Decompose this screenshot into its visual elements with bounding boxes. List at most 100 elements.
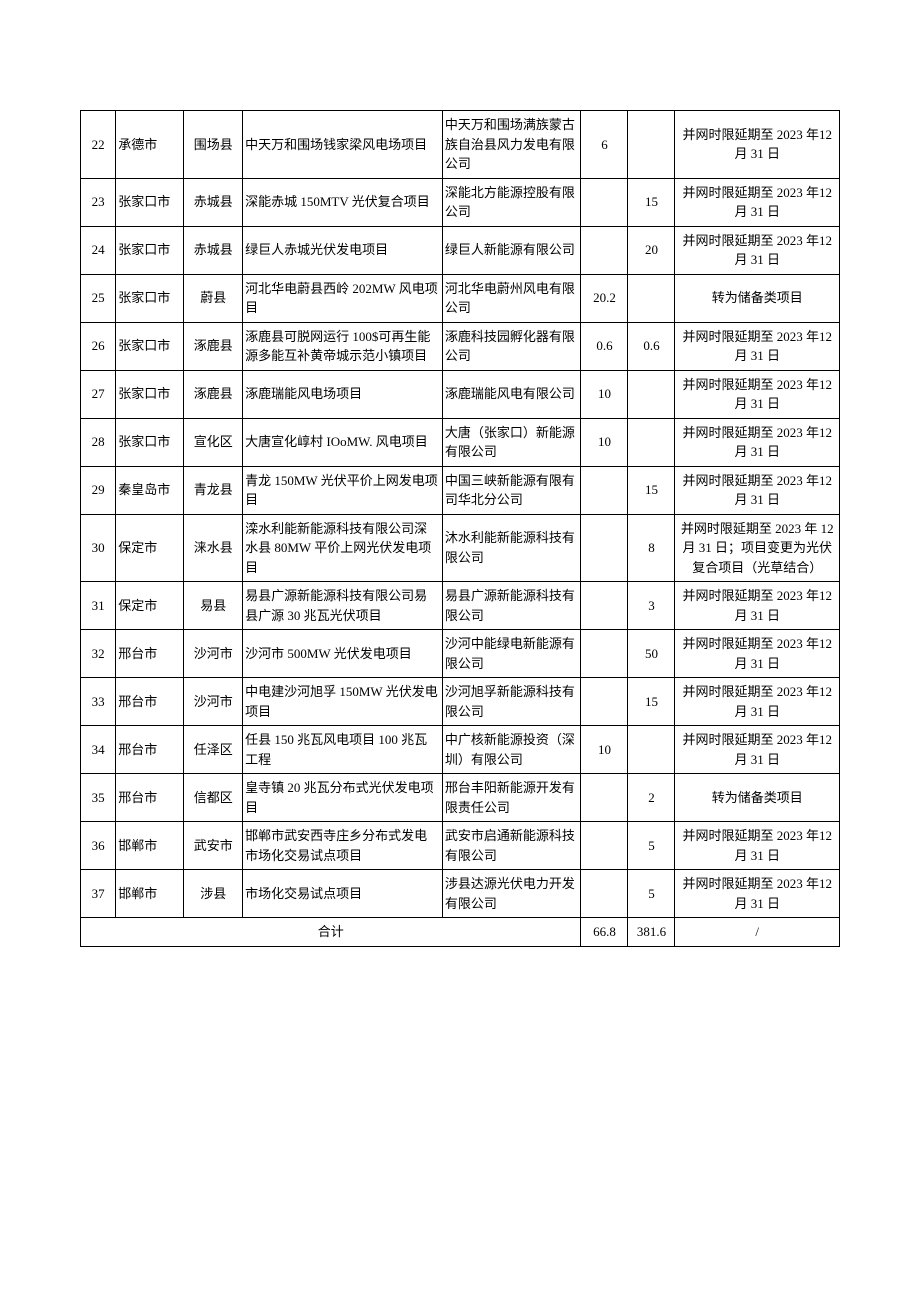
cell-company: 中广核新能源投资（深圳）有限公司 [442, 726, 581, 774]
cell-project: 邯郸市武安西寺庄乡分布式发电市场化交易试点项目 [243, 822, 443, 870]
cell-project: 青龙 150MW 光伏平价上网发电项目 [243, 466, 443, 514]
cell-remark: 并网时限延期至 2023 年12 月 31 日 [675, 582, 840, 630]
cell-index: 37 [81, 870, 116, 918]
cell-county: 涉县 [184, 870, 243, 918]
cell-value-2: 3 [628, 582, 675, 630]
cell-city: 张家口市 [116, 322, 184, 370]
cell-index: 25 [81, 274, 116, 322]
table-row: 30保定市涞水县滦水利能新能源科技有限公司深水县 80MW 平价上网光伏发电项目… [81, 514, 840, 582]
cell-project: 中天万和围场钱家梁风电场项目 [243, 111, 443, 179]
cell-county: 任泽区 [184, 726, 243, 774]
cell-value-2 [628, 726, 675, 774]
cell-project: 中电建沙河旭孚 150MW 光伏发电项目 [243, 678, 443, 726]
table-row: 27张家口市涿鹿县涿鹿瑞能风电场项目涿鹿瑞能风电有限公司10并网时限延期至 20… [81, 370, 840, 418]
cell-county: 易县 [184, 582, 243, 630]
cell-value-1 [581, 514, 628, 582]
cell-county: 武安市 [184, 822, 243, 870]
cell-county: 赤城县 [184, 226, 243, 274]
cell-index: 30 [81, 514, 116, 582]
cell-remark: 并网时限延期至 2023 年12 月 31 日 [675, 726, 840, 774]
cell-county: 蔚县 [184, 274, 243, 322]
cell-project: 沙河市 500MW 光伏发电项目 [243, 630, 443, 678]
cell-county: 青龙县 [184, 466, 243, 514]
table-total-row: 合计66.8381.6/ [81, 918, 840, 947]
cell-company: 武安市启通新能源科技有限公司 [442, 822, 581, 870]
cell-county: 沙河市 [184, 630, 243, 678]
cell-county: 信都区 [184, 774, 243, 822]
cell-project: 涿鹿县可脱网运行 100$可再生能源多能互补黄帝城示范小镇项目 [243, 322, 443, 370]
cell-company: 涿鹿瑞能风电有限公司 [442, 370, 581, 418]
table-row: 32邢台市沙河市沙河市 500MW 光伏发电项目沙河中能绿电新能源有限公司50并… [81, 630, 840, 678]
cell-remark: 并网时限延期至 2023 年12 月 31 日 [675, 678, 840, 726]
cell-county: 赤城县 [184, 178, 243, 226]
cell-city: 邢台市 [116, 678, 184, 726]
cell-remark: 并网时限延期至 2023 年12 月 31 日 [675, 630, 840, 678]
table-row: 24张家口市赤城县绿巨人赤城光伏发电项目绿巨人新能源有限公司20并网时限延期至 … [81, 226, 840, 274]
cell-city: 邢台市 [116, 774, 184, 822]
cell-company: 涉县达源光伏电力开发有限公司 [442, 870, 581, 918]
cell-value-2: 50 [628, 630, 675, 678]
cell-value-2: 2 [628, 774, 675, 822]
cell-value-2: 5 [628, 822, 675, 870]
cell-city: 保定市 [116, 514, 184, 582]
cell-index: 26 [81, 322, 116, 370]
cell-index: 28 [81, 418, 116, 466]
cell-value-1 [581, 178, 628, 226]
cell-remark: 并网时限延期至 2023 年12 月 31 日 [675, 870, 840, 918]
cell-value-1 [581, 822, 628, 870]
cell-company: 沐水利能新能源科技有限公司 [442, 514, 581, 582]
cell-county: 涿鹿县 [184, 370, 243, 418]
cell-index: 22 [81, 111, 116, 179]
cell-value-1 [581, 582, 628, 630]
cell-city: 保定市 [116, 582, 184, 630]
page: 22承德市围场县中天万和围场钱家梁风电场项目中天万和围场满族蒙古族自治县风力发电… [0, 0, 920, 987]
cell-index: 23 [81, 178, 116, 226]
cell-remark: 并网时限延期至 2023 年12 月 31 日 [675, 418, 840, 466]
cell-index: 27 [81, 370, 116, 418]
cell-value-2: 15 [628, 178, 675, 226]
cell-value-1: 10 [581, 370, 628, 418]
cell-company: 绿巨人新能源有限公司 [442, 226, 581, 274]
cell-project: 河北华电蔚县西岭 202MW 风电项目 [243, 274, 443, 322]
cell-value-1 [581, 226, 628, 274]
cell-company: 深能北方能源控股有限公司 [442, 178, 581, 226]
cell-company: 沙河中能绿电新能源有限公司 [442, 630, 581, 678]
cell-index: 36 [81, 822, 116, 870]
cell-value-2 [628, 370, 675, 418]
cell-remark: 转为储备类项目 [675, 274, 840, 322]
cell-value-1: 0.6 [581, 322, 628, 370]
cell-remark: 并网时限延期至 2023 年12 月 31 日 [675, 466, 840, 514]
cell-company: 涿鹿科技园孵化器有限公司 [442, 322, 581, 370]
cell-index: 31 [81, 582, 116, 630]
cell-city: 邯郸市 [116, 822, 184, 870]
total-value-2: 381.6 [628, 918, 675, 947]
cell-city: 邯郸市 [116, 870, 184, 918]
cell-county: 围场县 [184, 111, 243, 179]
cell-value-2 [628, 418, 675, 466]
table-row: 22承德市围场县中天万和围场钱家梁风电场项目中天万和围场满族蒙古族自治县风力发电… [81, 111, 840, 179]
data-table: 22承德市围场县中天万和围场钱家梁风电场项目中天万和围场满族蒙古族自治县风力发电… [80, 110, 840, 947]
cell-city: 张家口市 [116, 178, 184, 226]
cell-city: 邢台市 [116, 630, 184, 678]
cell-city: 张家口市 [116, 418, 184, 466]
table-row: 31保定市易县易县广源新能源科技有限公司易县广源 30 兆瓦光伏项目易县广源新能… [81, 582, 840, 630]
cell-value-1 [581, 870, 628, 918]
cell-value-2: 15 [628, 466, 675, 514]
table-row: 28张家口市宣化区大唐宣化崞村 IOoMW. 风电项目大唐（张家口）新能源有限公… [81, 418, 840, 466]
cell-index: 29 [81, 466, 116, 514]
cell-remark: 转为储备类项目 [675, 774, 840, 822]
cell-county: 涞水县 [184, 514, 243, 582]
cell-remark: 并网时限延期至 2023 年12 月 31 日 [675, 111, 840, 179]
cell-value-1: 6 [581, 111, 628, 179]
cell-value-1 [581, 466, 628, 514]
table-row: 35邢台市信都区皇寺镇 20 兆瓦分布式光伏发电项目邢台丰阳新能源开发有限责任公… [81, 774, 840, 822]
cell-value-1 [581, 630, 628, 678]
cell-value-1: 10 [581, 418, 628, 466]
cell-value-2: 5 [628, 870, 675, 918]
table-row: 37邯郸市涉县市场化交易试点项目涉县达源光伏电力开发有限公司5并网时限延期至 2… [81, 870, 840, 918]
cell-city: 张家口市 [116, 370, 184, 418]
cell-project: 易县广源新能源科技有限公司易县广源 30 兆瓦光伏项目 [243, 582, 443, 630]
cell-remark: 并网时限延期至 2023 年12 月 31 日 [675, 370, 840, 418]
cell-city: 邢台市 [116, 726, 184, 774]
cell-value-1 [581, 678, 628, 726]
